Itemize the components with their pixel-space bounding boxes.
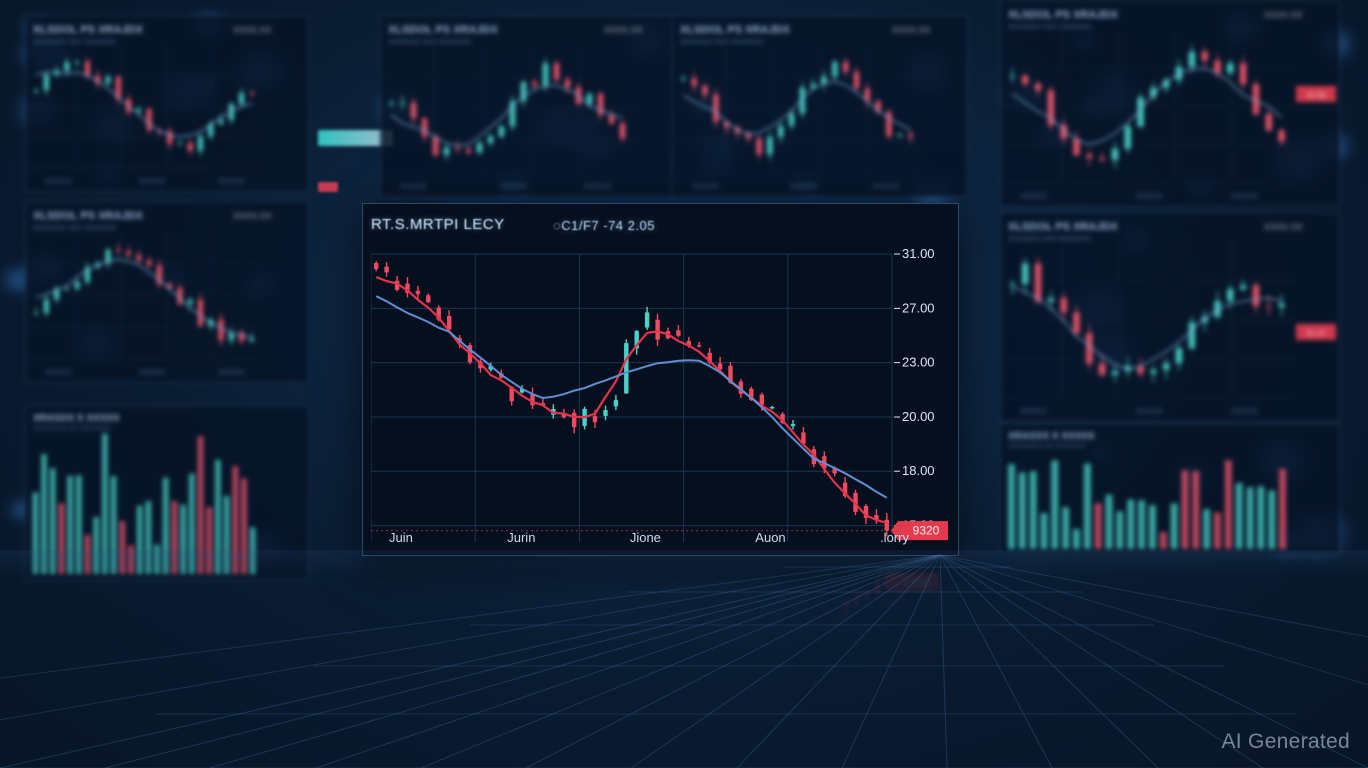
svg-text:XXXXX: XXXXX xyxy=(1136,192,1163,201)
svg-text:23.00: 23.00 xyxy=(902,355,935,370)
svg-text:XXXX.XX: XXXX.XX xyxy=(892,25,931,35)
svg-text:XLSDOL PS XRAJDX: XLSDOL PS XRAJDX xyxy=(1008,221,1118,233)
svg-text:27.00: 27.00 xyxy=(902,300,935,315)
svg-text:XXXX.XX: XXXX.XX xyxy=(1264,10,1303,20)
svg-text:20.00: 20.00 xyxy=(902,409,935,424)
svg-text:XXXXX: XXXXX xyxy=(584,182,611,191)
svg-text:XLSDOL PS XRAJDX: XLSDOL PS XRAJDX xyxy=(1008,9,1118,21)
svg-text:XXXXX: XXXXX xyxy=(45,177,72,186)
svg-text:XLSDOL PS XRAJDX: XLSDOL PS XRAJDX xyxy=(33,24,143,36)
svg-text:XXXXX: XXXXX xyxy=(400,182,427,191)
svg-text:XXXXX: XXXXX xyxy=(1020,192,1047,201)
svg-text:XXXXX: XXXXX xyxy=(1020,407,1047,416)
svg-text:XXXXX: XXXXX xyxy=(139,177,166,186)
svg-text:XXXXX: XXXXX xyxy=(1231,192,1258,201)
svg-text:XXXX.XX: XXXX.XX xyxy=(233,25,272,35)
svg-text:XXXXXXXX XX XXXXXXX: XXXXXXXX XX XXXXXXX xyxy=(33,425,111,432)
svg-text:XXXX.XX: XXXX.XX xyxy=(1264,222,1303,232)
svg-text:9320: 9320 xyxy=(913,524,940,538)
svg-text:XXXX.XX: XXXX.XX xyxy=(604,25,643,35)
svg-text:XXXXXXX XXX XXXXXXX: XXXXXXX XXX XXXXXXX xyxy=(680,39,764,46)
svg-text:XRASXX X XXXXX: XRASXX X XXXXX xyxy=(1008,431,1095,442)
svg-text:XXXXX: XXXXX xyxy=(1231,407,1258,416)
svg-text:XXXXX: XXXXX xyxy=(1136,407,1163,416)
svg-text:XXXXX: XXXXX xyxy=(790,182,817,191)
svg-text:XXXXXXXX XX XXXXXXX: XXXXXXXX XX XXXXXXX xyxy=(1008,443,1086,450)
svg-text:XLSDOL PS XRAJDX: XLSDOL PS XRAJDX xyxy=(33,210,143,222)
svg-text:XLSDOL PS XRAJDX: XLSDOL PS XRAJDX xyxy=(388,24,498,36)
svg-text:43.89: 43.89 xyxy=(1306,91,1327,100)
svg-text:XXXXXXX XXX XXXXXXX: XXXXXXX XXX XXXXXXX xyxy=(33,225,117,232)
svg-text:31.07: 31.07 xyxy=(1306,329,1327,338)
svg-text:XXXXX: XXXXX xyxy=(692,182,719,191)
svg-text:XXXXXXX XXX XXXXXXX: XXXXXXX XXX XXXXXXX xyxy=(1008,236,1092,243)
svg-text:XXXXX: XXXXX xyxy=(500,182,527,191)
svg-text:XXXX.XX: XXXX.XX xyxy=(233,211,272,221)
svg-text:XXXXXXX XXX XXXXXXX: XXXXXXX XXX XXXXXXX xyxy=(388,39,472,46)
svg-text:XXXXX: XXXXX xyxy=(218,368,245,377)
svg-text:XXXXX: XXXXX xyxy=(873,182,900,191)
svg-text:XXXXXXX XXX XXXXXXX: XXXXXXX XXX XXXXXXX xyxy=(33,39,117,46)
svg-text:XXXXX: XXXXX xyxy=(139,368,166,377)
svg-text:XXXXX: XXXXX xyxy=(218,177,245,186)
svg-text:XRASXX X XXXXX: XRASXX X XXXXX xyxy=(33,413,120,424)
svg-text:XXXXXXX XXX XXXXXXX: XXXXXXX XXX XXXXXXX xyxy=(1008,24,1092,31)
svg-text:XXXXX: XXXXX xyxy=(45,368,72,377)
svg-text:XLSDOL PS XRAJDX: XLSDOL PS XRAJDX xyxy=(680,24,790,36)
svg-text:18.00: 18.00 xyxy=(902,463,935,478)
svg-text:31.00: 31.00 xyxy=(902,246,935,261)
